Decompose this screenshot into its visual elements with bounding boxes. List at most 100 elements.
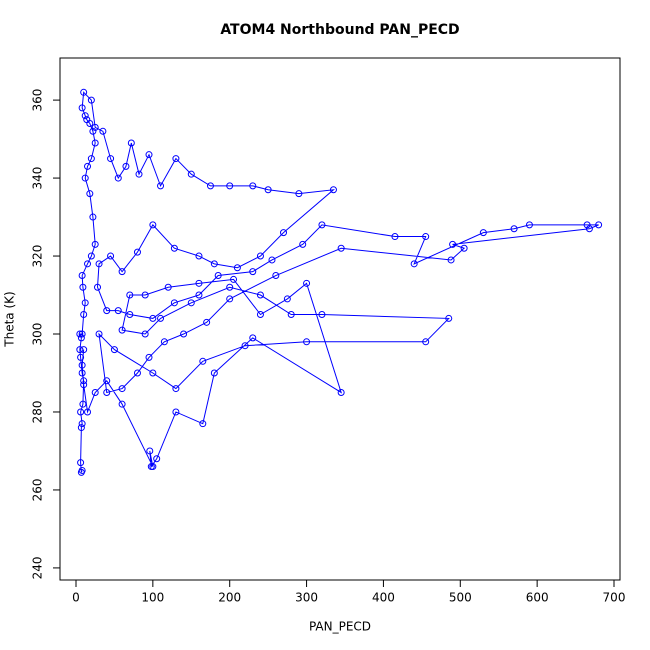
data-point [226,283,234,291]
data-point [445,314,453,322]
y-tick-label: 360 [31,89,45,112]
data-point [391,233,399,241]
data-point [149,314,157,322]
data-point [206,182,214,190]
data-point [241,342,249,350]
data-point [268,256,276,264]
data-point [80,346,88,354]
data-point [84,260,92,268]
data-point [91,123,99,131]
y-axis-label: Theta (K) [3,291,17,347]
data-point [160,338,168,346]
data-point [585,225,593,233]
y-tick-label: 260 [31,478,45,501]
data-point [107,155,115,163]
y-tick-label: 280 [31,401,45,424]
data-point [479,229,487,237]
data-point [77,468,85,476]
data-point [118,268,126,276]
data-point [79,400,87,408]
data-point [110,346,118,354]
data-point [295,190,303,198]
x-tick-label: 300 [295,591,318,605]
data-point [126,291,134,299]
data-point [210,260,218,268]
data-point [210,369,218,377]
data-point [595,221,603,229]
data-point [80,88,88,96]
data-point [149,463,157,471]
data-point [583,221,591,229]
data-point [80,381,88,389]
x-tick-label: 700 [603,591,626,605]
data-point [233,264,241,272]
data-point [76,346,84,354]
data-point [256,291,264,299]
data-point [249,268,257,276]
data-point [87,96,95,104]
data-point [91,240,99,248]
data-point [256,252,264,260]
x-tick-label: 100 [141,591,164,605]
data-point [303,338,311,346]
data-point [172,155,180,163]
data-point [170,244,178,252]
data-point [99,127,107,135]
data-point [89,127,97,135]
data-point [172,385,180,393]
data-point [107,252,115,260]
data-point [78,104,86,112]
data-point [114,307,122,315]
data-point [214,272,222,280]
data-point [81,112,89,120]
data-point [77,424,85,432]
data-point [170,299,178,307]
data-point [77,459,85,467]
data-point [145,353,153,361]
data-point [510,225,518,233]
data-point [77,353,85,361]
data-point [79,283,87,291]
data-point [103,388,111,396]
data-point [157,314,165,322]
data-point [226,182,234,190]
x-tick-label: 400 [372,591,395,605]
data-point [89,213,97,221]
data-point [180,330,188,338]
data-point [187,299,195,307]
y-tick-label: 340 [31,167,45,190]
plot-frame [59,57,621,581]
data-point [80,311,88,319]
data-point [91,139,99,147]
data-point [114,174,122,182]
series-line [79,91,599,473]
x-tick-label: 600 [526,591,549,605]
data-point [422,233,430,241]
data-point [87,252,95,260]
data-point [133,248,141,256]
data-point [199,420,207,428]
x-tick-label: 0 [72,591,80,605]
data-point [525,221,533,229]
data-point [249,334,257,342]
data-point [146,447,154,455]
data-point [422,338,430,346]
data-point [95,260,103,268]
data-point [272,272,280,280]
chart-title: ATOM4 Northbound PAN_PECD [220,22,459,38]
data-point [78,272,86,280]
y-tick-label: 300 [31,323,45,346]
data-point [447,256,455,264]
data-point [84,408,92,416]
data-point [164,283,172,291]
data-point [81,174,89,182]
data-point [287,311,295,319]
data-point [118,326,126,334]
data-point [283,295,291,303]
data-point [77,408,85,416]
data-point [153,455,161,463]
data-point [141,330,149,338]
data-point [149,221,157,229]
data-point [118,385,126,393]
